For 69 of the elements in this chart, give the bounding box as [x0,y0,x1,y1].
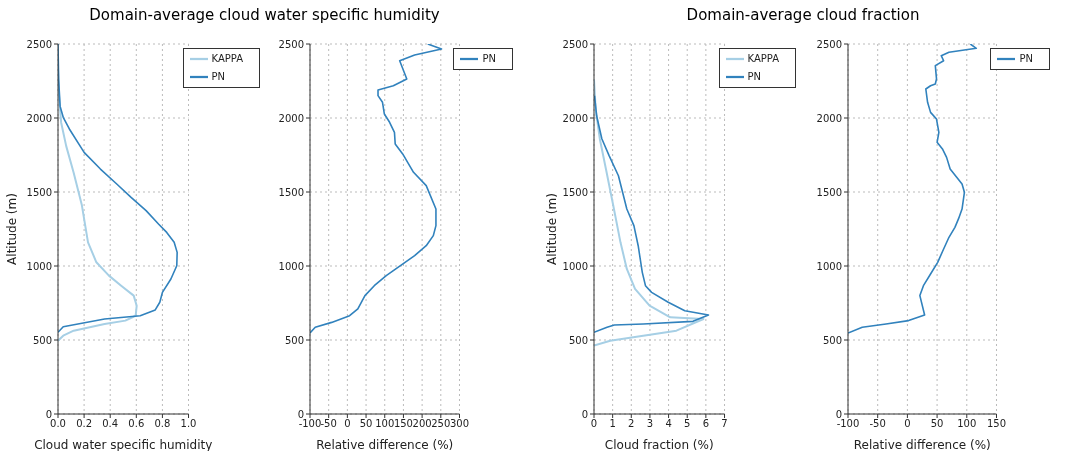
y-tick-label: 0 [297,408,304,420]
x-tick-label: 6 [702,418,710,430]
x-tick-label: 50 [359,418,373,430]
y-axis-title: Altitude (m) [5,193,19,265]
x-tick-label: 100 [375,418,395,430]
x-tick-label: 0.2 [76,418,93,430]
y-tick-label: 2000 [562,112,588,124]
x-tick-label: 0.4 [102,418,119,430]
x-tick-label: 5 [684,418,691,430]
y-tick-label: 2500 [816,38,842,50]
y-tick-label: 2500 [278,38,304,50]
x-tick-label: 200 [412,418,432,430]
y-tick-label: 2500 [26,38,52,50]
y-tick-label: 1500 [816,186,842,198]
x-tick-label: -50 [869,418,886,430]
legend-label: PN [482,53,496,64]
line-series [310,44,443,334]
x-tick-label: 0 [344,418,351,430]
x-tick-label: 100 [957,418,977,430]
y-tick-label: 1500 [278,186,304,198]
y-tick-label: 500 [284,334,304,346]
x-tick-label: 0.6 [128,418,145,430]
legend-label: PN [211,71,226,82]
x-axis-title: Cloud water specific humidity [34,438,213,451]
x-tick-label: 150 [393,418,413,430]
y-tick-label: 1000 [26,260,52,272]
y-tick-label: 500 [568,334,588,346]
y-tick-label: 2000 [26,112,52,124]
y-tick-label: 1500 [26,186,52,198]
legend-label: PN [747,71,762,82]
x-axis-title: Relative difference (%) [316,438,454,451]
x-tick-label: -50 [320,418,337,430]
text: Domain-average cloud water specific humidity [88,6,441,24]
y-tick-label: 1000 [278,260,304,272]
x-tick-label: 0 [904,418,911,430]
x-tick-label: 0.0 [50,418,66,430]
legend-label: KAPPA [211,53,243,64]
x-tick-label: 0.8 [154,418,171,430]
legend-label: PN [1019,53,1033,64]
x-tick-label: 1 [609,418,616,430]
x-tick-label: -100 [836,418,860,430]
y-tick-label: 2500 [562,38,588,50]
x-tick-label: 7 [721,418,728,430]
y-tick-label: 1000 [816,260,842,272]
y-tick-label: 500 [32,334,52,346]
x-tick-label: 250 [431,418,451,430]
y-tick-label: 1500 [562,186,588,198]
line-series [848,44,978,334]
y-tick-label: 2000 [816,112,842,124]
x-tick-label: 4 [665,418,672,430]
x-tick-label: 50 [930,418,944,430]
x-tick-label: 150 [986,418,1007,430]
text: Domain-average cloud fraction [685,6,921,24]
x-tick-label: 0 [590,418,598,430]
legend-label: KAPPA [747,53,779,64]
y-tick-label: 0 [45,408,52,420]
x-tick-label: 300 [449,418,470,430]
x-axis-title: Cloud fraction (%) [604,438,714,451]
x-tick-label: 3 [646,418,654,430]
y-tick-label: 0 [581,408,588,420]
y-axis-title: Altitude (m) [545,193,559,265]
y-tick-label: 500 [822,334,842,346]
y-tick-label: 0 [835,408,842,420]
x-tick-label: 2 [628,418,635,430]
x-tick-label: -100 [298,418,322,430]
x-tick-label: 1.0 [180,418,197,430]
y-tick-label: 1000 [562,260,588,272]
x-axis-title: Relative difference (%) [853,438,991,451]
y-tick-label: 2000 [278,112,304,124]
